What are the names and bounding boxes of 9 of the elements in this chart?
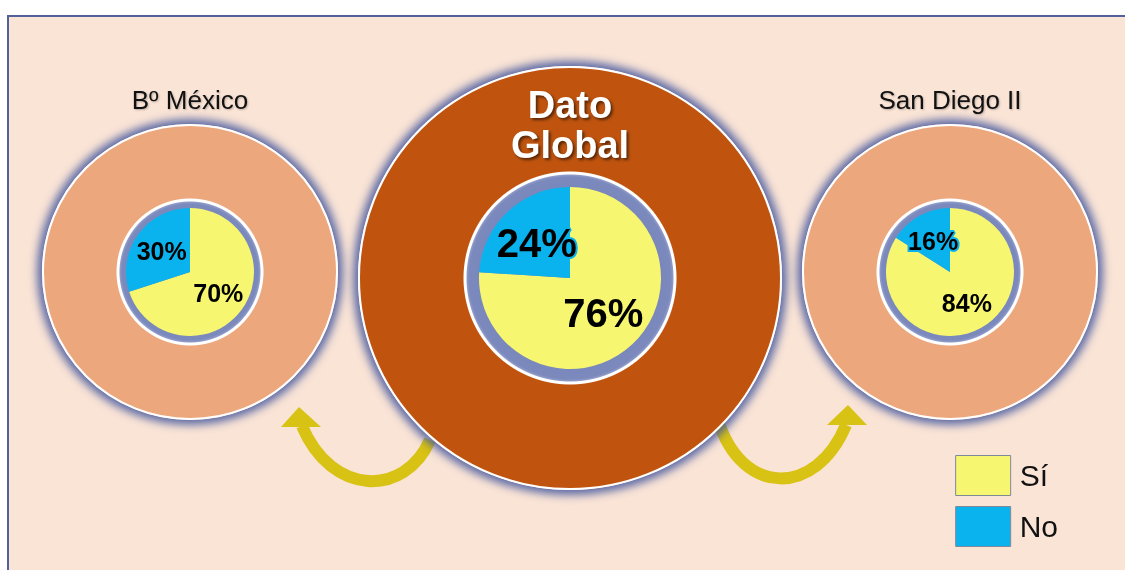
data-label: 84% [941,288,992,317]
data-label: 76% [563,291,644,336]
legend-label: No [1019,510,1059,543]
chart-title: Dato Global [509,84,631,166]
data-label: 70% [193,278,244,307]
chart-title: Bº México [130,85,250,115]
chart-title: San Diego II [877,85,1023,115]
legend-label: Sí [1019,459,1049,492]
data-label: 30% [136,237,187,266]
